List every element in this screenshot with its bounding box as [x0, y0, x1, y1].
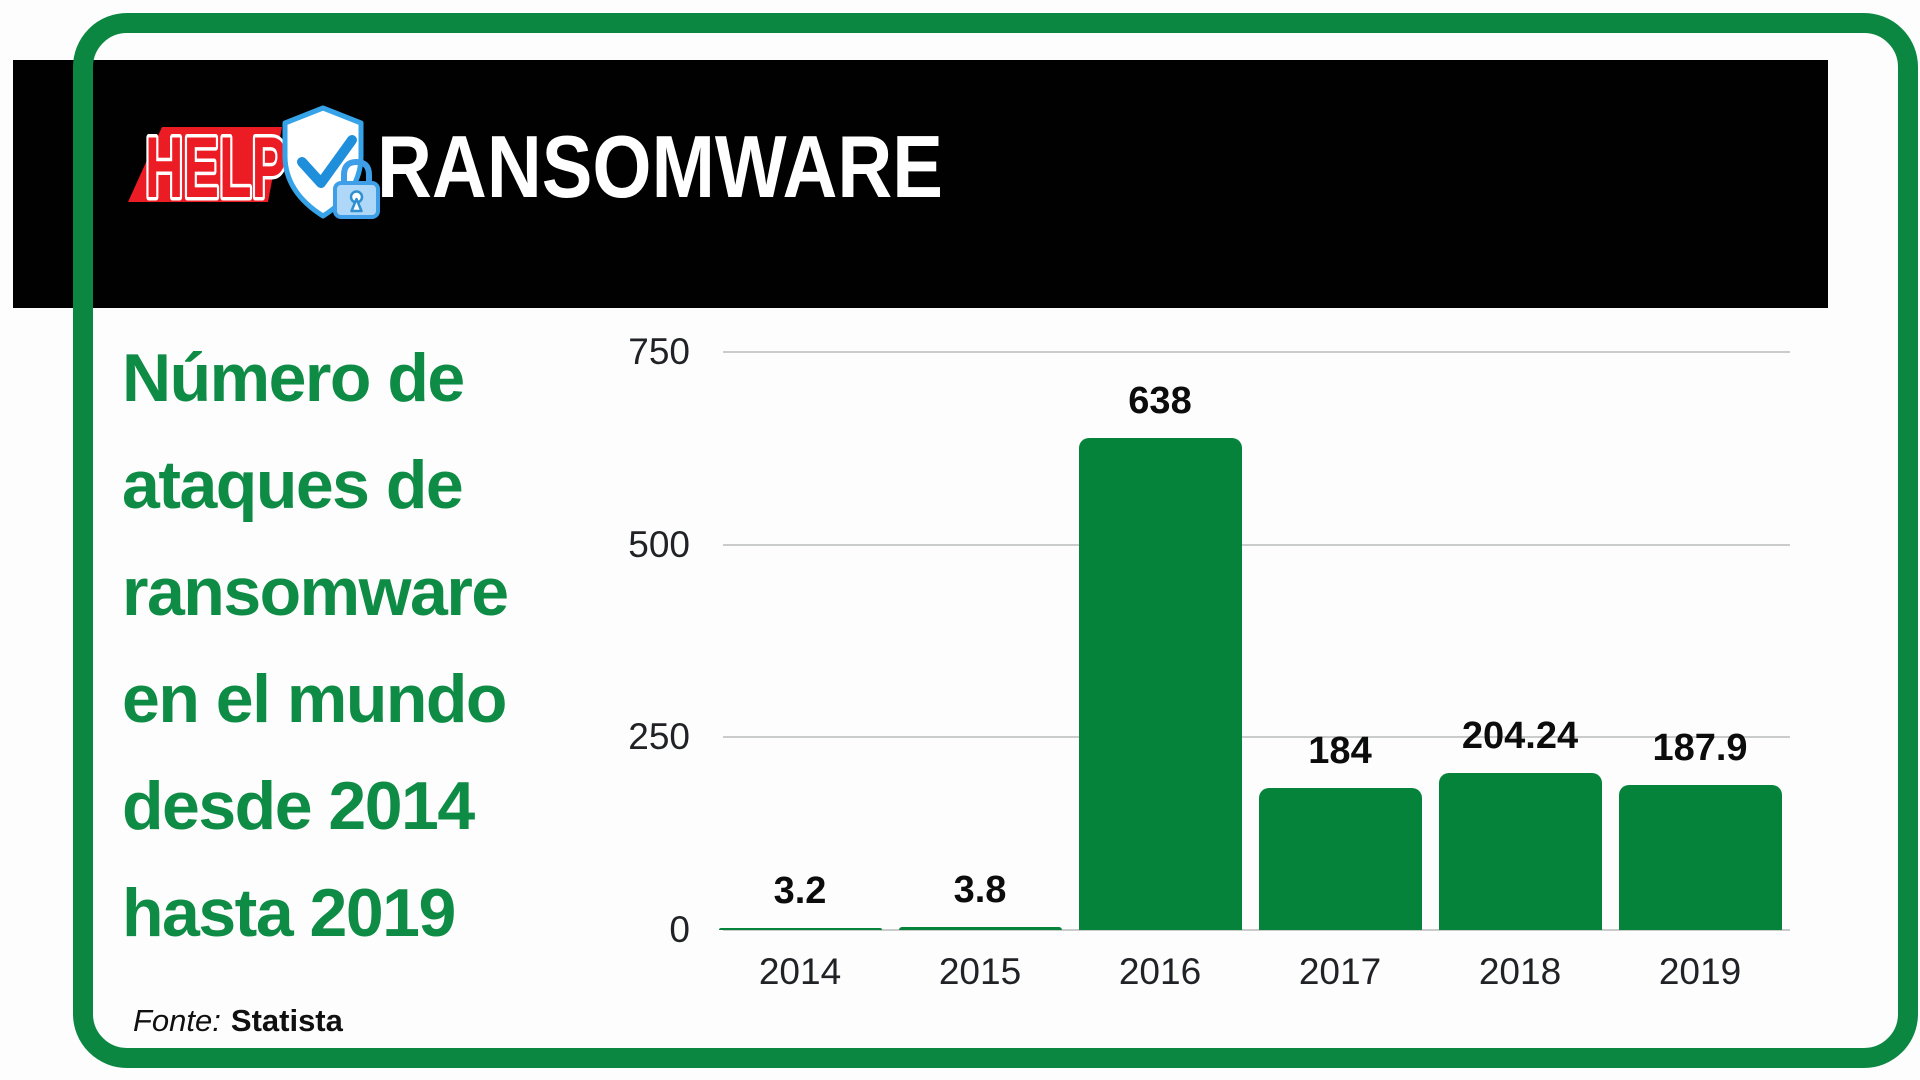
- x-axis-tick-label: 2014: [758, 951, 842, 992]
- bar-2019: [1618, 785, 1782, 930]
- bar-value-label: 3.2: [773, 869, 827, 912]
- title-line-6: hasta 2019: [122, 875, 456, 951]
- bar-value-label: 638: [1128, 380, 1192, 423]
- bar-value-label: 184: [1308, 730, 1372, 773]
- title-line-1: Número de: [122, 340, 465, 416]
- gridline-500: [723, 543, 1790, 546]
- title-line-5: desde 2014: [122, 768, 475, 844]
- x-axis-tick-label: 2018: [1478, 951, 1562, 992]
- source-prefix: Fonte:: [133, 1003, 221, 1038]
- chart-title: Número de ataques de ransomware en el mu…: [122, 325, 509, 967]
- bar-2018: [1438, 772, 1602, 930]
- bar-value-label: 204.24: [1461, 714, 1579, 757]
- lock-icon: [333, 158, 380, 219]
- ransomware-wordmark: RANSOMWARE: [377, 117, 943, 216]
- bar-value-label: 187.9: [1652, 727, 1748, 770]
- gridline-750: [723, 351, 1790, 353]
- bar-2017: [1258, 788, 1422, 930]
- help-red-parallelogram: [128, 127, 282, 202]
- source-name: Statista: [230, 1003, 343, 1038]
- gridline-250: [723, 736, 1790, 739]
- bar-value-label: 3.8: [953, 869, 1007, 912]
- help-wordmark: HELP: [145, 120, 287, 216]
- x-axis-tick-label: 2016: [1118, 951, 1202, 992]
- source-note: Fonte: Statista: [133, 1003, 343, 1039]
- gridline-0: [723, 929, 1790, 931]
- title-line-4: en el mundo: [122, 661, 507, 737]
- y-axis-tick-label: 750: [628, 331, 690, 372]
- y-axis-tick-label: 250: [628, 716, 690, 758]
- x-axis-tick-label: 2017: [1298, 951, 1382, 992]
- title-line-2: ataques de: [122, 447, 464, 523]
- brand-logo: HELP RANSOMWARE: [128, 105, 943, 220]
- y-axis-tick-label: 0: [669, 909, 690, 950]
- bar-2016: [1078, 438, 1242, 930]
- bar-2015: [898, 927, 1062, 930]
- x-axis-tick-label: 2015: [938, 951, 1022, 992]
- check-icon: [297, 135, 357, 188]
- title-line-3: ransomware: [122, 554, 509, 630]
- plot-area: 0 250 500 750 3.2 2014 3.8 2015 638 2016 184 2017 20…: [628, 331, 1790, 992]
- bar-2014: [718, 927, 882, 930]
- x-axis-tick-label: 2019: [1658, 951, 1742, 992]
- y-axis-tick-label: 500: [628, 523, 690, 565]
